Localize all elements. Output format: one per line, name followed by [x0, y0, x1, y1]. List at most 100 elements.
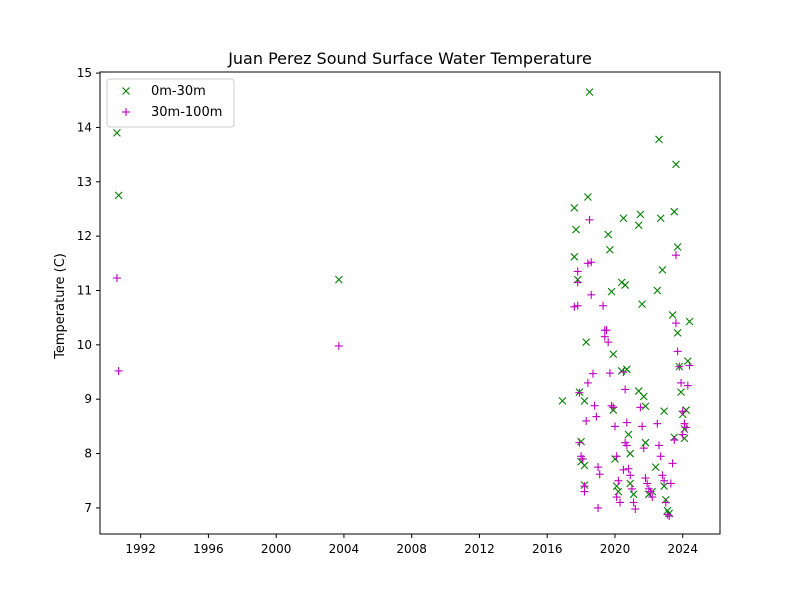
- data-point-0-30m: [683, 357, 692, 366]
- data-point-30-100m: [663, 510, 672, 519]
- data-point-30-100m: [624, 464, 633, 473]
- legend-label: 30m-100m: [151, 105, 222, 120]
- x-tick-label: 2008: [396, 542, 427, 556]
- data-point-0-30m: [682, 406, 691, 414]
- data-point-30-100m: [627, 484, 636, 493]
- data-point-30-100m: [587, 258, 596, 267]
- data-point-30-100m: [614, 476, 623, 485]
- x-tick-label: 2000: [261, 542, 292, 556]
- data-point-30-100m: [573, 301, 582, 310]
- data-point-0-30m: [634, 221, 643, 230]
- data-point-30-100m: [683, 381, 692, 390]
- data-point-30-100m: [605, 369, 614, 378]
- data-point-30-100m: [588, 369, 597, 378]
- y-tick-label: 10: [77, 338, 92, 352]
- data-point-30-100m: [666, 479, 675, 488]
- data-point-0-30m: [685, 317, 694, 326]
- data-point-0-30m: [668, 311, 677, 319]
- data-point-30-100m: [595, 470, 604, 479]
- y-tick-label: 15: [77, 66, 92, 80]
- legend-marker: [122, 87, 130, 95]
- y-tick-label: 11: [77, 283, 92, 297]
- data-point-30-100m: [334, 341, 343, 350]
- data-point-30-100m: [626, 471, 635, 480]
- data-point-30-100m: [582, 416, 591, 425]
- data-point-0-30m: [629, 490, 638, 499]
- data-point-30-100m: [648, 493, 657, 502]
- x-ticks: 1992 1996 2000 2004 2008 2012 2016 2020 2024: [125, 534, 698, 556]
- legend-box: [106, 78, 235, 128]
- y-ticks: 7 8 9 10 11 12 13 14 15: [77, 66, 100, 515]
- data-point-30-100m: [622, 441, 631, 450]
- data-point-30-100m: [575, 438, 584, 447]
- data-point-30-100m: [646, 487, 655, 496]
- legend-marker: [122, 108, 130, 116]
- x-tick-label: 2024: [667, 542, 698, 556]
- data-point-30-100m: [590, 401, 599, 410]
- data-point-0-30m: [636, 210, 645, 219]
- data-point-30-100m: [665, 512, 674, 521]
- data-point-30-100m: [602, 326, 611, 335]
- data-point-30-100m: [619, 368, 628, 377]
- data-point-0-30m: [606, 245, 614, 254]
- chart-title: Juan Perez Sound Surface Water Temperatu…: [227, 49, 592, 68]
- data-point-30-100m: [609, 403, 618, 412]
- data-point-30-100m: [682, 423, 691, 432]
- y-tick-label: 13: [77, 175, 92, 189]
- data-point-30-100m: [610, 422, 619, 431]
- x-tick-label: 2020: [600, 542, 631, 556]
- data-point-0-30m: [582, 338, 591, 347]
- data-point-30-100m: [678, 407, 687, 416]
- y-axis-label: Temperature (C): [53, 253, 68, 360]
- x-tick-label: 1996: [193, 542, 224, 556]
- data-point-30-100m: [607, 401, 616, 410]
- data-point-30-100m: [671, 319, 680, 328]
- data-point-30-100m: [594, 503, 603, 512]
- data-point-30-100m: [573, 278, 582, 287]
- data-point-30-100m: [583, 259, 592, 268]
- data-point-0-30m: [660, 482, 668, 491]
- data-point-30-100m: [594, 463, 603, 472]
- data-point-0-30m: [612, 482, 621, 491]
- data-point-30-100m: [580, 487, 589, 496]
- data-point-30-100m: [604, 338, 613, 347]
- data-point-30-100m: [612, 493, 621, 502]
- data-point-30-100m: [114, 366, 123, 375]
- data-point-0-30m: [607, 287, 616, 296]
- data-point-0-30m: [656, 214, 665, 223]
- data-point-0-30m: [114, 191, 123, 200]
- data-point-30-100m: [655, 441, 664, 450]
- y-tick-label: 14: [77, 120, 92, 134]
- data-point-30-100m: [680, 419, 689, 428]
- data-point-30-100m: [631, 504, 640, 513]
- data-point-0-30m: [580, 461, 589, 470]
- data-point-30-100m: [629, 498, 638, 507]
- legend: 0m-30m 30m-100m: [106, 78, 235, 128]
- data-point-30-100m: [641, 474, 650, 483]
- data-point-30-100m: [587, 290, 596, 299]
- data-point-0-30m: [585, 88, 594, 96]
- data-point-30-100m: [670, 435, 679, 444]
- y-tick-label: 9: [84, 392, 92, 406]
- data-point-30-100m: [622, 418, 631, 427]
- data-point-30-100m: [658, 471, 667, 480]
- data-point-0-30m: [680, 434, 689, 443]
- data-point-30-100m: [573, 267, 582, 276]
- data-point-0-30m: [673, 243, 682, 251]
- data-point-30-100m: [583, 378, 592, 387]
- data-point-30-100m: [570, 302, 579, 311]
- data-point-0-30m: [619, 214, 628, 223]
- data-point-0-30m: [639, 392, 648, 401]
- data-point-30-100m: [636, 403, 645, 412]
- data-point-0-30m: [660, 407, 668, 416]
- plot-markers: [112, 88, 694, 521]
- data-point-30-100m: [639, 444, 648, 453]
- data-point-30-100m: [677, 378, 686, 387]
- x-tick-label: 2004: [329, 542, 360, 556]
- data-point-30-100m: [643, 479, 652, 488]
- data-point-30-100m: [653, 419, 662, 428]
- y-tick-label: 8: [84, 447, 92, 461]
- data-point-30-100m: [661, 498, 670, 507]
- data-point-30-100m: [678, 430, 687, 439]
